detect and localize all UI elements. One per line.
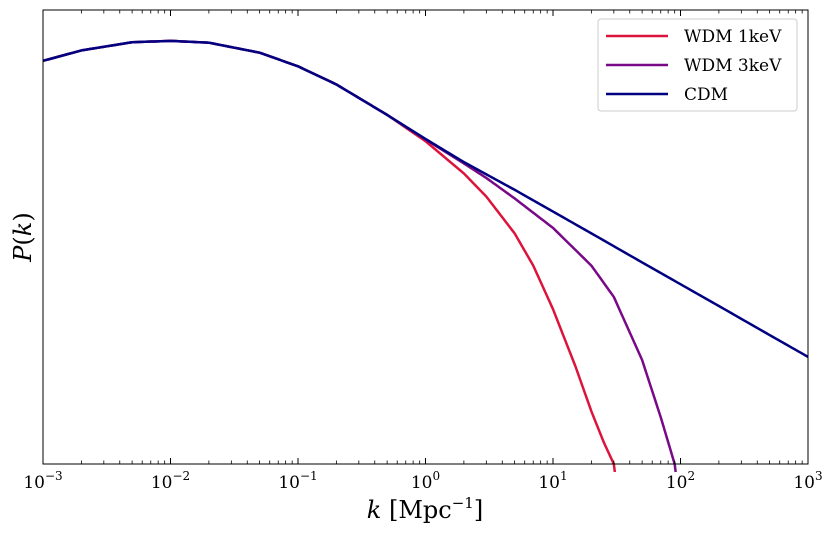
legend-box [597, 18, 798, 112]
x-tick-label: 103 [793, 469, 822, 493]
plot-curves [42, 39, 809, 473]
series-line-1 [42, 39, 677, 473]
legend: WDM 1keV WDM 3keV CDM [597, 18, 798, 112]
x-axis-ticks [42, 10, 809, 464]
x-axis-title: k [Mpc−1] [367, 494, 483, 524]
legend-label-2: CDM [684, 85, 728, 105]
x-tick-label: 10−1 [278, 469, 317, 493]
series-line-0 [42, 39, 617, 473]
x-tick-label: 10−2 [151, 469, 190, 493]
x-tick-label: 10−3 [23, 469, 62, 493]
legend-label-0: WDM 1keV [684, 27, 782, 47]
legend-label-1: WDM 3keV [684, 56, 782, 76]
series-line-2 [42, 39, 809, 358]
y-axis-title: P(k) [9, 212, 37, 262]
x-axis-tick-labels: 10−3 10−2 10−1 100 101 102 103 [23, 469, 822, 493]
x-tick-label: 100 [411, 469, 440, 493]
x-tick-label: 102 [666, 469, 695, 493]
x-tick-label: 101 [538, 469, 567, 493]
